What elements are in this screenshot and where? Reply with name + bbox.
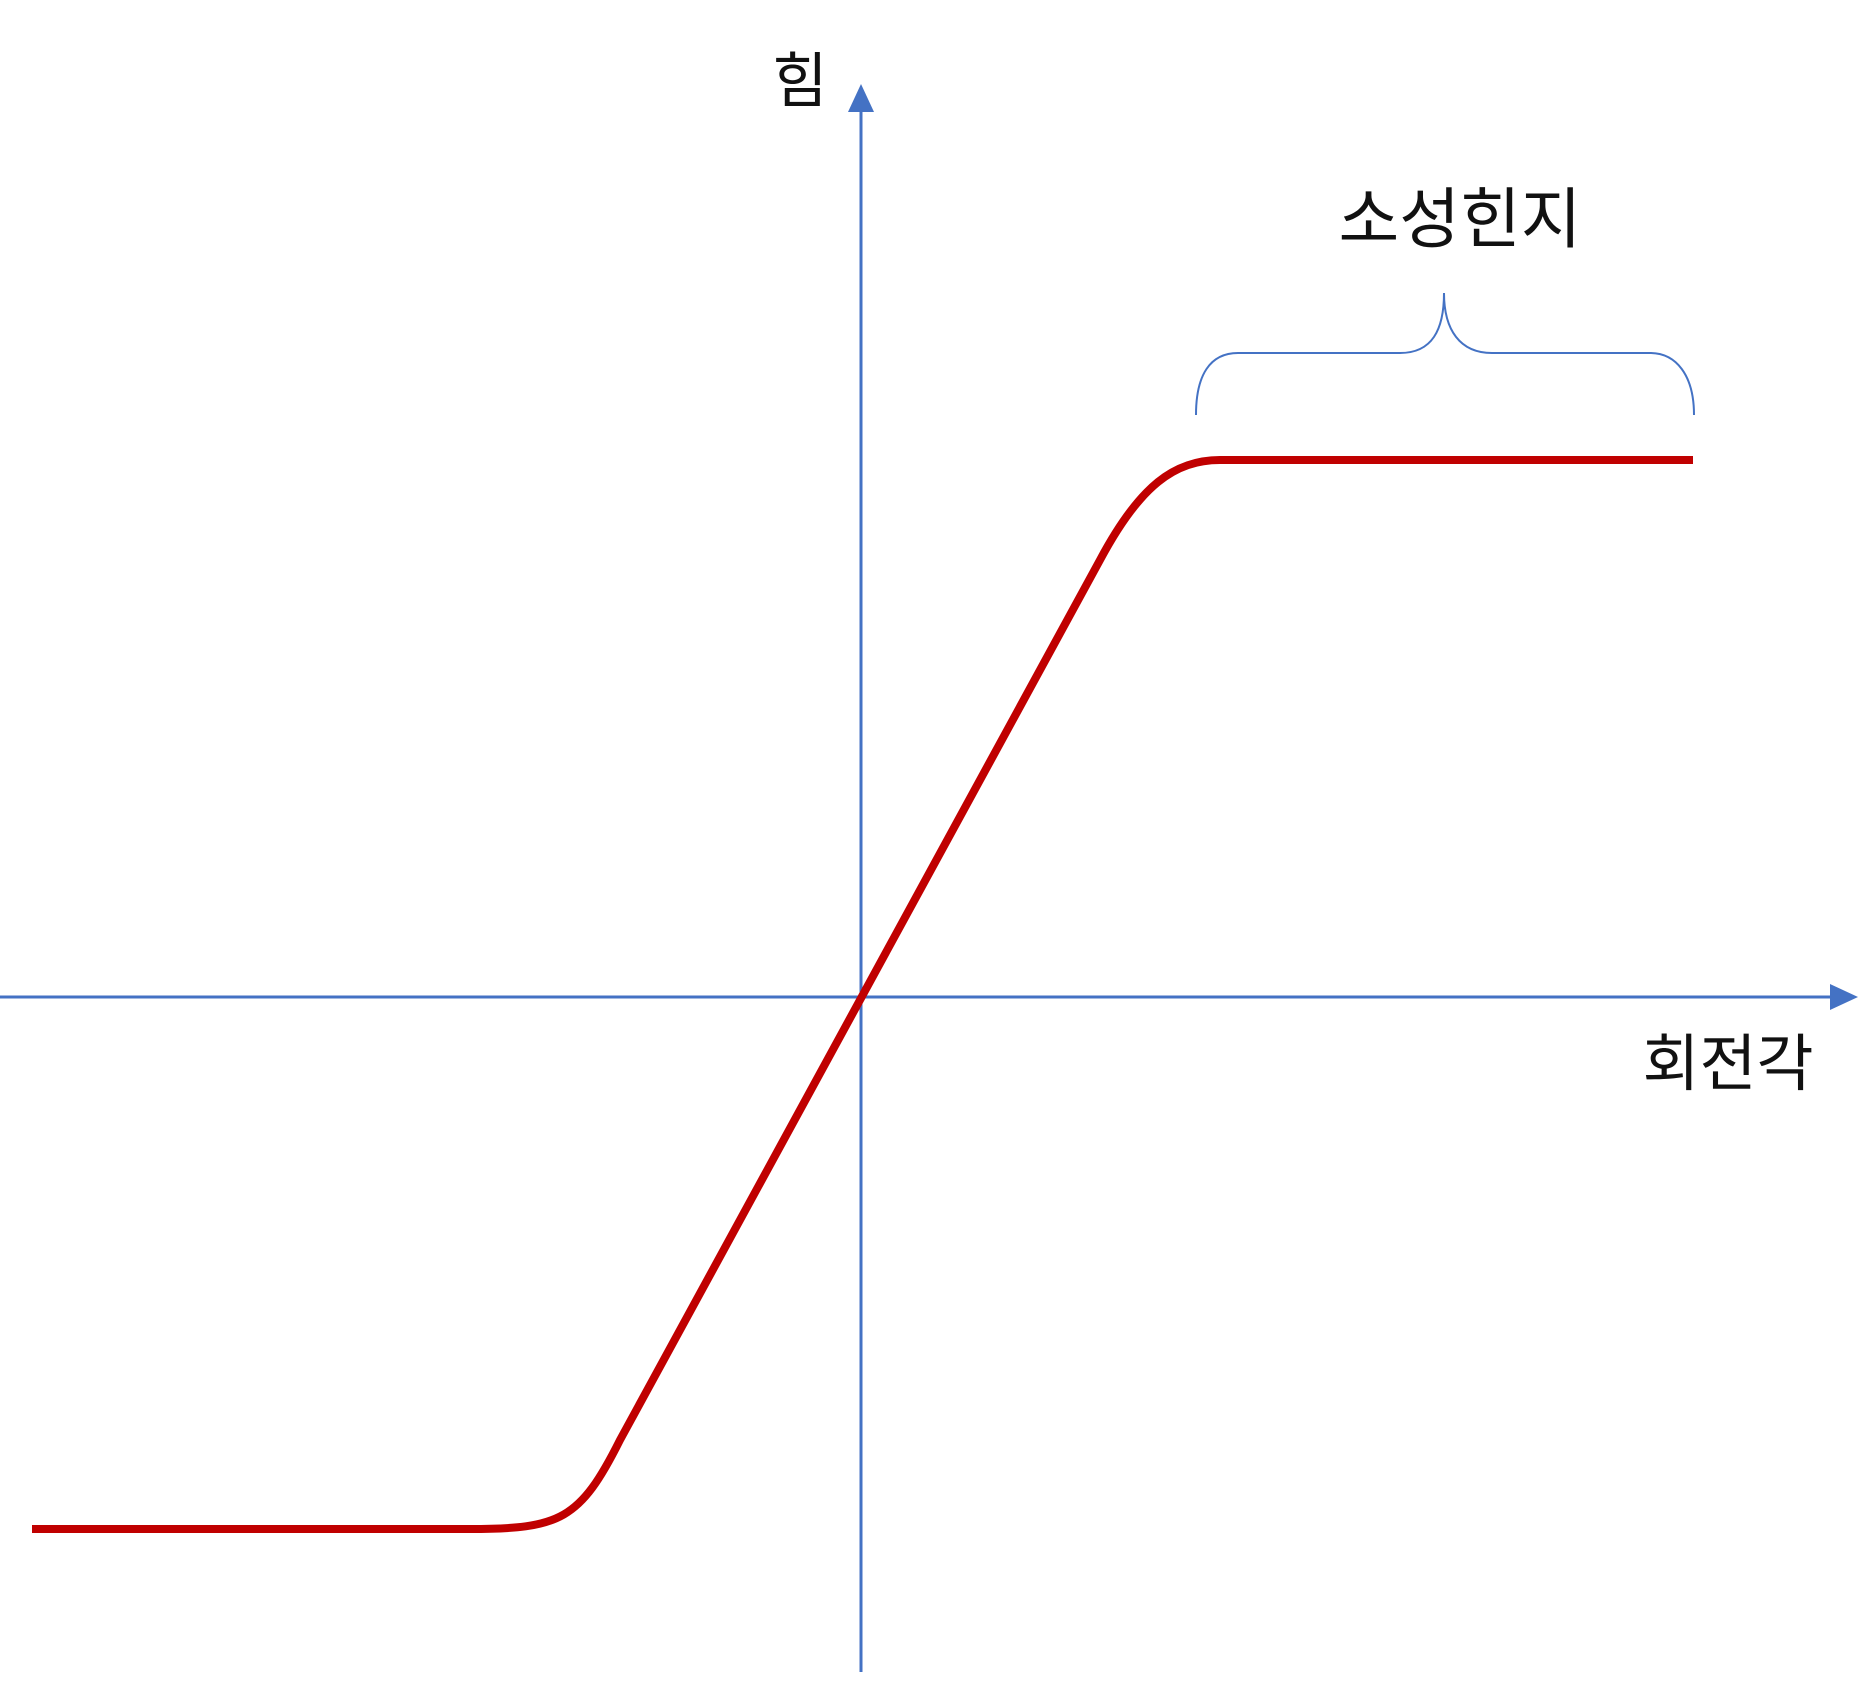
plastic-hinge-label: 소성힌지 xyxy=(1339,181,1582,258)
y-axis-arrowhead xyxy=(848,84,874,112)
x-axis-arrowhead xyxy=(1830,984,1858,1010)
y-axis-label: 힘 xyxy=(772,47,827,117)
x-axis-label: 회전각 xyxy=(1642,1027,1813,1100)
plastic-hinge-brace xyxy=(1195,292,1695,416)
force-rotation-curve xyxy=(32,456,1693,1533)
